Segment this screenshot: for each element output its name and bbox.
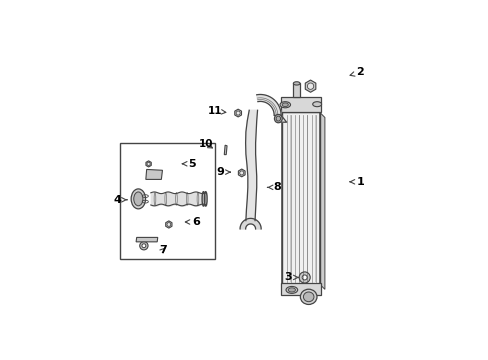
Polygon shape: [305, 80, 315, 92]
Text: 7: 7: [159, 245, 167, 255]
Polygon shape: [224, 145, 226, 155]
Text: 3: 3: [284, 273, 297, 283]
Ellipse shape: [293, 82, 300, 85]
Ellipse shape: [276, 116, 280, 121]
Text: 8: 8: [267, 183, 280, 192]
Ellipse shape: [274, 114, 282, 123]
Text: 1: 1: [349, 177, 363, 187]
Polygon shape: [298, 115, 299, 282]
Ellipse shape: [303, 292, 313, 302]
Text: 11: 11: [207, 106, 225, 116]
Polygon shape: [145, 161, 151, 167]
Text: 4: 4: [113, 195, 127, 205]
Polygon shape: [315, 115, 316, 282]
Bar: [120, 143, 214, 260]
Ellipse shape: [312, 102, 321, 107]
Text: 10: 10: [199, 139, 213, 149]
Polygon shape: [319, 112, 324, 289]
Polygon shape: [145, 170, 162, 179]
Polygon shape: [240, 219, 261, 229]
Polygon shape: [147, 170, 152, 176]
Circle shape: [302, 275, 306, 280]
Ellipse shape: [285, 287, 297, 293]
Polygon shape: [238, 169, 244, 177]
Ellipse shape: [280, 102, 290, 108]
Circle shape: [239, 171, 243, 175]
Ellipse shape: [287, 288, 295, 292]
Circle shape: [155, 174, 158, 177]
Polygon shape: [245, 110, 257, 221]
Polygon shape: [274, 115, 286, 122]
Polygon shape: [136, 237, 158, 242]
Text: 2: 2: [349, 67, 363, 77]
Polygon shape: [256, 94, 281, 115]
Circle shape: [236, 111, 240, 115]
Circle shape: [148, 172, 151, 175]
Ellipse shape: [131, 189, 145, 209]
Circle shape: [307, 83, 313, 89]
Circle shape: [299, 272, 309, 283]
Text: 6: 6: [185, 217, 200, 227]
Polygon shape: [281, 97, 321, 112]
Ellipse shape: [134, 192, 142, 206]
Circle shape: [166, 222, 170, 226]
Ellipse shape: [300, 289, 316, 305]
Circle shape: [140, 242, 148, 250]
Polygon shape: [290, 115, 291, 282]
Polygon shape: [154, 172, 159, 178]
Circle shape: [142, 244, 145, 248]
Ellipse shape: [282, 103, 288, 107]
Polygon shape: [165, 221, 172, 228]
Circle shape: [147, 162, 150, 166]
Polygon shape: [281, 283, 321, 296]
Polygon shape: [282, 112, 319, 284]
Text: 5: 5: [182, 159, 196, 169]
Polygon shape: [306, 115, 307, 282]
Polygon shape: [293, 84, 300, 97]
Polygon shape: [234, 109, 241, 117]
Text: 9: 9: [216, 167, 230, 177]
